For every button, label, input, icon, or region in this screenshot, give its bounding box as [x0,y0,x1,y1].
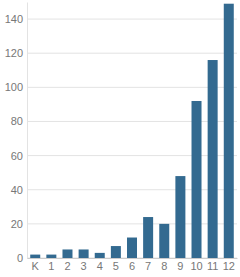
grid-line [27,87,237,88]
y-tick: 100 [5,81,27,93]
y-tick-label: 20 [11,218,23,230]
bars [30,4,234,258]
bar [175,176,185,258]
x-tick: 11 [207,258,218,272]
chart: 020406080100120140K123456789101112 [0,0,240,277]
x-axis: K123456789101112 [28,258,238,272]
y-tick: 140 [5,13,27,25]
bar [95,253,105,258]
bar [192,101,202,258]
y-tick-label: 140 [5,13,23,25]
y-tick: 60 [11,150,27,162]
y-tick-label: 100 [5,81,23,93]
x-tick-label: 4 [97,260,103,272]
bar [79,249,89,258]
x-tick: 7 [145,258,151,272]
y-tick-label: 60 [11,150,23,162]
x-tick-label: 11 [207,260,218,272]
x-tick: 8 [161,258,167,272]
y-tick-label: 120 [5,47,23,59]
grid-line [27,121,237,122]
y-tick: 80 [11,115,27,127]
bar [208,60,218,258]
y-tick: 20 [11,218,27,230]
bar [159,224,169,258]
y-axis-line [27,3,28,259]
x-tick-label: 7 [145,260,151,272]
x-tick-label: 9 [177,260,183,272]
bar [127,238,137,258]
y-tick-label: 0 [17,252,23,264]
x-tick: 5 [113,258,119,272]
x-tick: 12 [223,258,235,272]
y-tick-label: 80 [11,115,23,127]
grid-line [27,189,237,190]
x-tick-label: 5 [113,260,119,272]
x-tick: 9 [177,258,183,272]
y-tick: 0 [17,252,27,264]
grid-line [27,53,237,54]
plot: 020406080100120140K123456789101112 [5,3,238,272]
x-tick: 3 [81,258,87,272]
x-tick: 4 [97,258,103,272]
y-tick: 40 [11,184,27,196]
grid-line [27,19,237,20]
grid-line [27,223,237,224]
x-tick: 1 [48,258,54,272]
y-axis: 0 20 40 60 80 100 120 140 [5,3,28,265]
x-tick-label: 3 [81,260,87,272]
y-tick: 120 [5,47,27,59]
grid-line [27,155,237,156]
bar [30,255,40,258]
x-tick-label: K [32,260,40,272]
x-tick-label: 1 [48,260,54,272]
y-tick-label: 40 [11,184,23,196]
x-tick-label: 12 [223,260,235,272]
x-tick-label: 8 [161,260,167,272]
bar [143,217,153,258]
bar [111,246,121,258]
x-tick: K [32,258,40,272]
grid [27,19,237,258]
x-tick-label: 10 [190,260,202,272]
x-tick: 10 [190,258,202,272]
x-tick-label: 6 [129,260,135,272]
x-tick-label: 2 [64,260,70,272]
x-tick: 2 [64,258,70,272]
bar [62,249,72,258]
x-tick: 6 [129,258,135,272]
bar [46,255,56,258]
bar [224,4,234,258]
